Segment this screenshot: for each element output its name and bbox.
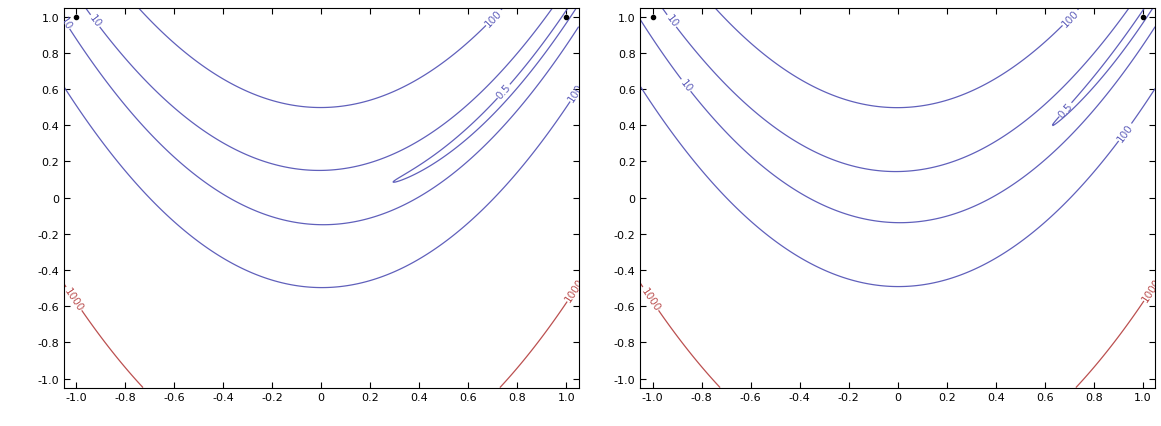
Text: 0.5: 0.5 xyxy=(495,83,513,101)
Text: 100: 100 xyxy=(1116,122,1135,144)
Text: 10: 10 xyxy=(58,15,73,32)
Text: 1000: 1000 xyxy=(640,285,662,313)
Text: 100: 100 xyxy=(483,8,504,29)
Text: 10: 10 xyxy=(664,14,679,30)
Text: 1000: 1000 xyxy=(1140,276,1161,303)
Text: 100: 100 xyxy=(567,82,585,104)
Text: 10: 10 xyxy=(678,78,694,94)
Text: 100: 100 xyxy=(1060,8,1081,29)
Text: 1000: 1000 xyxy=(563,276,586,304)
Text: 10: 10 xyxy=(87,14,103,30)
Text: 1000: 1000 xyxy=(63,285,85,313)
Text: 0.5: 0.5 xyxy=(1057,101,1075,120)
